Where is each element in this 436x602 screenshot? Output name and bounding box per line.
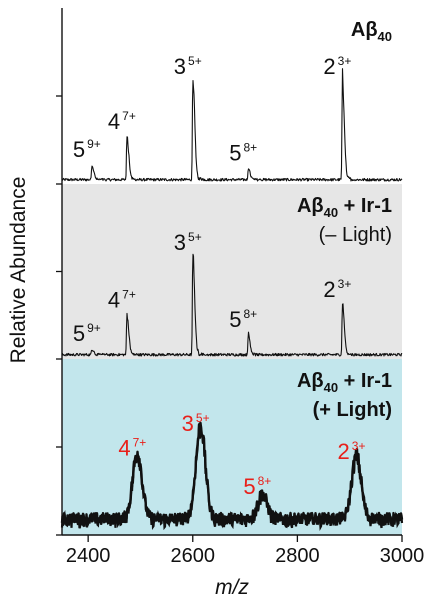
panel-title: Aβ40 + Ir-1 <box>297 370 392 395</box>
panel-title-rest: + Ir-1 <box>338 370 392 392</box>
panel-title-line2: (– Light) <box>319 224 392 246</box>
peak-number: 2 <box>323 54 335 79</box>
peak-number: 5 <box>229 140 241 165</box>
panel-title-subscript: 40 <box>324 205 338 220</box>
peak-label: 2 3+ <box>338 439 366 464</box>
peak-number: 5 <box>73 321 85 346</box>
peak-charge: 8+ <box>243 140 257 154</box>
peak-number: 5 <box>243 474 255 499</box>
x-tick-label: 2600 <box>171 545 216 567</box>
panel-title-main: Aβ <box>297 195 324 217</box>
panel-3: 4 7+ 3 5+ 5 8+ 2 3+ Aβ40 + Ir-1 (+ Light) <box>60 359 404 535</box>
x-tick-label: 2800 <box>275 545 320 567</box>
peak-label: 5 9+ <box>73 321 101 346</box>
peak-charge: 3+ <box>338 277 352 291</box>
peak-charge: 5+ <box>188 54 202 68</box>
panel-background <box>62 359 402 535</box>
panel-title-line2: (+ Light) <box>313 399 392 421</box>
spectrum-trace-noise <box>60 425 404 531</box>
peak-label: 3 5+ <box>174 230 202 255</box>
peak-label: 5 9+ <box>73 137 101 162</box>
peak-charge: 5+ <box>188 230 202 244</box>
peak-number: 4 <box>108 288 120 313</box>
peak-number: 3 <box>174 54 186 79</box>
panel-title: Aβ40 <box>351 19 392 44</box>
panel-2: 5 9+4 7+3 5+5 8+2 3+Aβ40 + Ir-1(– Light) <box>61 184 403 359</box>
peak-charge: 3+ <box>338 54 352 68</box>
panel-title-main: Aβ <box>297 370 324 392</box>
peak-label: 5 8+ <box>229 307 257 332</box>
panel-background <box>62 184 402 359</box>
panel-title-rest: + Ir-1 <box>338 195 392 217</box>
x-tick-label: 2400 <box>66 545 111 567</box>
panel-1: 5 9+4 7+3 5+5 8+2 3+Aβ40 <box>61 8 403 184</box>
x-axis-label: m/z <box>215 576 249 599</box>
spectrum-trace <box>61 253 403 357</box>
peak-label: 2 3+ <box>323 277 351 302</box>
peak-charge: 9+ <box>87 321 101 335</box>
peak-label: 2 3+ <box>323 54 351 79</box>
peak-charge: 7+ <box>122 109 136 123</box>
peak-number: 4 <box>118 435 130 460</box>
peak-number: 2 <box>338 439 350 464</box>
peak-charge: 3+ <box>352 439 366 453</box>
axes-layer: 2400 2600 2800 3000 <box>56 8 424 567</box>
x-tick-label: 3000 <box>380 545 425 567</box>
peak-label: 4 7+ <box>108 109 136 134</box>
peak-label: 4 7+ <box>118 435 146 460</box>
peak-number: 5 <box>73 137 85 162</box>
peak-label: 3 5+ <box>182 411 210 436</box>
peak-number: 3 <box>182 411 194 436</box>
peak-label: 3 5+ <box>174 54 202 79</box>
peak-charge: 8+ <box>258 474 272 488</box>
peak-charge: 7+ <box>122 288 136 302</box>
peak-charge: 8+ <box>243 307 257 321</box>
panel-title-subscript: 40 <box>378 29 392 44</box>
peak-number: 5 <box>229 307 241 332</box>
spectrum-trace <box>61 68 403 182</box>
peak-charge: 5+ <box>196 411 210 425</box>
peak-label: 5 8+ <box>229 140 257 165</box>
peak-number: 3 <box>174 230 186 255</box>
y-axis-label: Relative Abundance <box>7 177 30 364</box>
panel-title: Aβ40 + Ir-1 <box>297 195 392 220</box>
peak-charge: 9+ <box>87 137 101 151</box>
peak-label: 5 8+ <box>243 474 271 499</box>
panel-title-subscript: 40 <box>324 380 338 395</box>
peak-number: 4 <box>108 109 120 134</box>
peak-number: 2 <box>323 277 335 302</box>
peak-charge: 7+ <box>133 435 147 449</box>
peak-label: 4 7+ <box>108 288 136 313</box>
panel-title-main: Aβ <box>351 19 378 41</box>
